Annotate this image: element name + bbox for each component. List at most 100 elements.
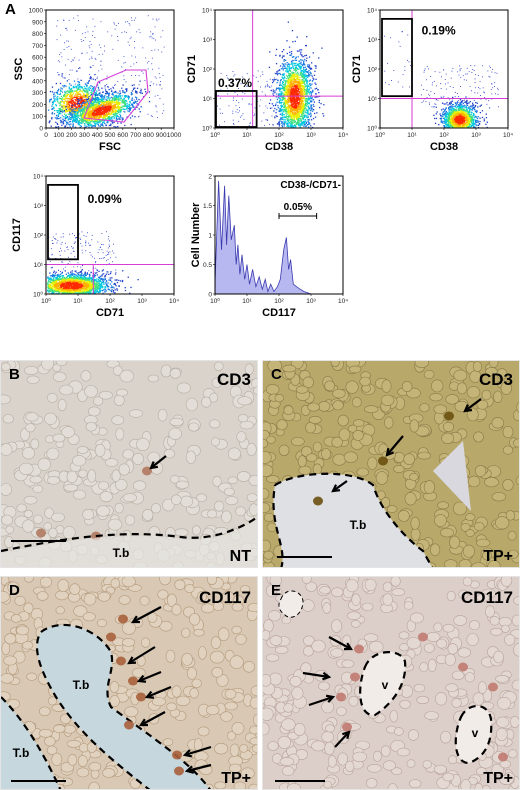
fsc-ssc-scatter: 0 100 200 300 400 500 600 700 800 900 100001002003… (13, 8, 182, 154)
arrow (328, 636, 352, 650)
cd38-cd71-scatter-1: 0.37% 10⁰ 10¹ 10² 10³ 10⁴ 10⁰ 10¹ 10² 10³ 10⁴ CD38 C… (186, 8, 348, 154)
arrow (132, 606, 162, 623)
y-axis-label: Cell Number (190, 202, 202, 268)
stained-cell (378, 456, 388, 466)
arrow-head (322, 671, 332, 681)
arrow-head (325, 694, 336, 703)
stained-cell (128, 676, 138, 686)
y-tick-label: 10² (34, 233, 44, 240)
panel-letter-b: B (9, 366, 20, 383)
trabecular-region (273, 473, 432, 567)
plot-cd38-cd71-1: 0.37% 10⁰ 10¹ 10² 10³ 10⁴ 10⁰ 10¹ 10² 10³ 10⁴ CD38 C… (185, 8, 350, 168)
y-tick-label: 10³ (203, 37, 213, 44)
stain-label: CD117 (199, 588, 251, 607)
arrow (128, 646, 156, 664)
x-tick-label: 10⁴ (338, 298, 348, 305)
y-tick-label: 700 (32, 43, 43, 50)
micrograph-b: B CD3 NT T.b (0, 360, 258, 568)
y-tick-label: 100 (32, 114, 43, 121)
x-tick-label: 10⁰ (210, 297, 220, 305)
arrow (308, 695, 334, 707)
y-tick-label: 600 (32, 55, 43, 62)
y-axis-label: SSC (13, 58, 25, 81)
arrow (332, 480, 348, 492)
plot-cd71-cd117: 0.09% 10⁰ 10¹ 10² 10³ 10⁴ 10⁰ 10¹ 10² 10³ 10⁴ CD71 C… (10, 172, 180, 337)
vessel (360, 652, 406, 716)
arrow-head (136, 674, 147, 683)
y-tick-label: 10⁰ (367, 125, 377, 133)
stain-label: CD3 (479, 370, 513, 389)
vessel (455, 705, 492, 763)
x-tick-label: 10² (274, 132, 284, 139)
arrow (150, 455, 167, 469)
arrow-head (343, 642, 354, 651)
gate-rectangle (381, 17, 413, 98)
plot-cd38-cd71-2: 0.19% 10⁰ 10¹ 10² 10³ 10⁴ 10⁰ 10¹ 10² 10³ 10⁴ CD38 C… (350, 8, 515, 168)
x-tick-label: 10¹ (73, 298, 83, 305)
stained-cell (172, 750, 182, 760)
gate-percent: 0.09% (88, 192, 122, 206)
x-tick-label: 10⁴ (169, 298, 179, 305)
cd117-histogram: 0.05% CD38-/CD71- 10⁰ 10¹ 10² 10³ 10⁴ 0 0.5 1 1.5 2… (190, 174, 348, 320)
corner-label: TP+ (221, 770, 251, 787)
y-tick-label: 10² (203, 67, 213, 74)
y-tick-label: 500 (32, 67, 43, 74)
stained-cell (498, 752, 508, 762)
x-tick-label: 10¹ (407, 132, 417, 139)
y-tick-label: 10⁰ (33, 291, 43, 299)
cd71-cd117-scatter: 0.09% 10⁰ 10¹ 10² 10³ 10⁴ 10⁰ 10¹ 10² 10³ 10⁴ CD71 C… (11, 174, 179, 320)
panel-letter-e: E (271, 582, 281, 599)
stained-cell (342, 722, 352, 732)
trabecular-boundary-inner (36, 631, 151, 789)
stain-label: CD117 (461, 588, 513, 607)
region-label-2: v (472, 726, 479, 740)
stain-label: CD3 (217, 370, 251, 389)
y-tick-label: 1 (208, 233, 212, 240)
x-tick-label: 900 (156, 132, 167, 139)
y-tick-label: 1.5 (203, 203, 212, 210)
arrow (140, 711, 166, 726)
stained-cell (106, 632, 116, 642)
x-tick-label: 500 (105, 132, 116, 139)
panel-letter-a: A (5, 1, 16, 18)
stained-cell (313, 496, 323, 506)
x-tick-label: 10⁴ (338, 132, 348, 139)
x-tick-label: 10⁴ (503, 132, 513, 139)
stained-cell (118, 614, 128, 624)
y-tick-label: 10³ (368, 37, 378, 44)
trabecular-region-left (1, 697, 61, 789)
corner-label: TP+ (483, 770, 513, 787)
x-tick-label: 10² (439, 132, 449, 139)
y-tick-label: 10⁰ (202, 125, 212, 133)
panel-letter-c: C (271, 366, 282, 383)
vessel (433, 441, 471, 511)
event-cloud (266, 21, 325, 129)
y-axis-label: CD71 (186, 55, 198, 83)
arrow-head (144, 690, 155, 699)
arrow-head (463, 404, 473, 413)
region-label-2: T.b (13, 746, 30, 760)
y-tick-label: 10¹ (34, 262, 44, 269)
x-tick-label: 100 (53, 132, 64, 139)
gate-percent: 0.05% (284, 202, 312, 213)
gate-percent: 0.37% (218, 76, 252, 90)
region-label: T.b (350, 518, 367, 532)
event-cloud (433, 96, 488, 129)
plot-fsc-ssc: 0 100 200 300 400 500 600 700 800 900 1000 0 100 200 3… (10, 8, 182, 168)
corner-label: NT (230, 548, 252, 565)
y-tick-label: 400 (32, 78, 43, 85)
x-axis-label: CD38 (265, 141, 293, 153)
x-axis-label: CD71 (96, 307, 124, 319)
y-tick-label: 2 (208, 174, 212, 181)
trabecular-boundary (274, 472, 434, 567)
gate-polygon (83, 69, 149, 123)
x-tick-label: 10³ (306, 298, 316, 305)
region-label-1: T.b (73, 678, 90, 692)
arrow (464, 398, 482, 412)
corner-label: TP+ (483, 548, 513, 565)
x-axis-label: FSC (99, 141, 121, 153)
x-tick-label: 10² (274, 298, 284, 305)
y-tick-label: 800 (32, 31, 43, 38)
y-tick-label: 0 (208, 292, 212, 299)
y-axis-label: CD71 (351, 55, 363, 83)
